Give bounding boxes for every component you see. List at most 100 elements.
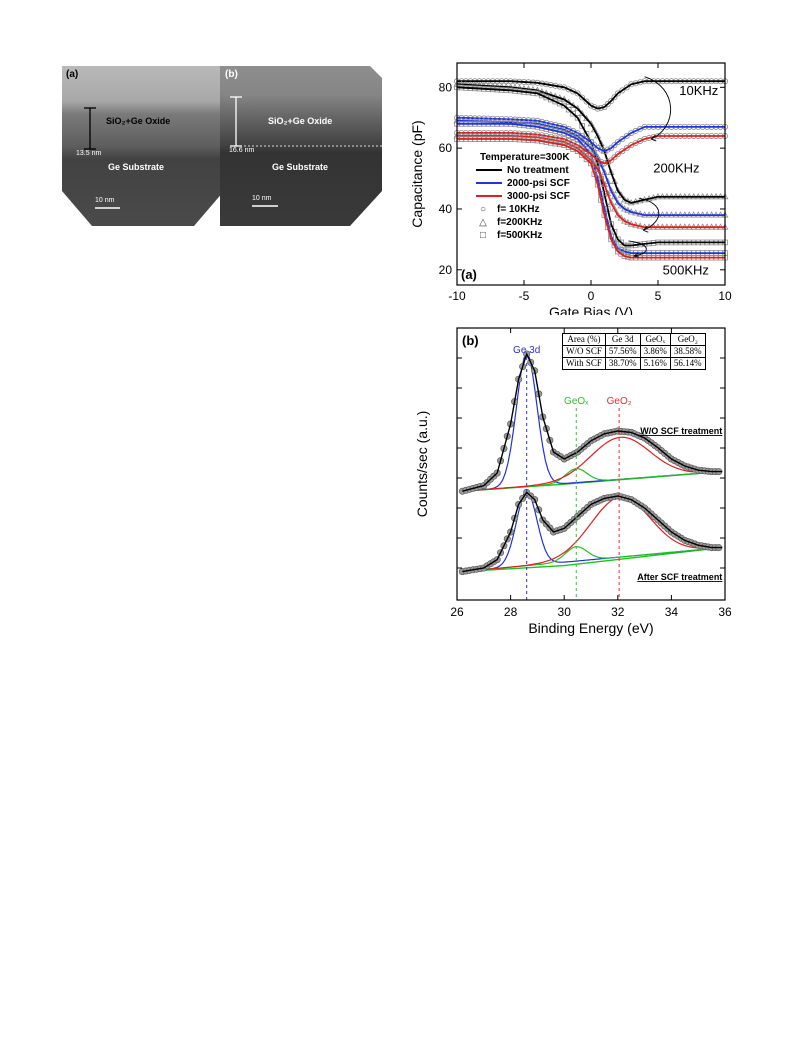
cv-frequency-annotation: 10KHz [679,83,718,98]
cv-data-point [614,139,621,146]
xps-x-tick-label: 32 [611,605,625,619]
tem-micrograph-a [62,66,224,226]
cv-data-point [608,157,615,164]
scale-bar-label-a: 10 nm [95,197,115,204]
cv-x-tick-label: 0 [588,289,595,303]
cv-x-axis-label: Gate Bias (V) [549,304,633,315]
cv-data-point [611,142,618,149]
cv-data-point [574,136,581,142]
xps-spectrum-label: After SCF treatment [637,572,722,582]
cv-frequency-annotation: 500KHz [663,262,709,277]
cv-legend-label: f=500KHz [497,230,542,241]
xps-x-tick-label: 36 [718,605,732,619]
cv-data-point [590,126,598,133]
table-header-cell: Ge 3d [604,333,641,346]
cv-legend-label: f=200KHz [497,217,542,228]
xps-plot-frame [456,327,726,601]
cv-arrow-head [650,134,657,142]
cv-y-tick-label: 80 [439,80,453,94]
cv-panel-label: (a) [461,267,477,282]
xps-envelope-line [462,352,723,492]
cv-data-point [579,123,585,129]
cv-legend-marker: ○ [480,204,486,215]
cv-data-point [619,136,626,143]
cv-data-point [574,114,581,121]
xps-x-axis-label: Binding Energy (eV) [528,620,653,636]
cv-arrow [628,240,647,257]
tem-image-a: (a) SiO₂+Ge Oxide 13.5 nm Ge Substrate 1… [62,66,224,226]
cv-data-point [623,132,630,139]
cv-data-point [587,102,594,109]
cv-data-point [565,106,572,113]
cv-x-tick-label: 10 [718,289,732,303]
xps-ge3d-component [462,352,720,492]
cv-data-point [579,94,586,101]
cv-data-point [623,145,630,152]
cv-data-point [574,148,581,154]
cv-arrow-head [633,252,639,258]
cv-data-point [591,154,598,161]
oxide-thickness-a: 13.5 nm [76,150,102,157]
cv-data-point [608,145,615,152]
tem-image-b: (b) SiO₂+Ge Oxide 16.6 nm Ge Substrate 1… [220,66,382,226]
cv-data-point [611,242,618,249]
cv-data-point [607,199,615,206]
cv-data-point [618,239,624,246]
cv-data-point [608,98,615,105]
tem-panel-label-a: (a) [66,69,79,80]
xps-geo2-component [462,496,720,573]
cv-series-line [457,80,725,110]
table-row: W/O SCF 57.56% 3.86% 38.58% [562,345,706,358]
xps-peak-label: GeOₓ [564,396,589,407]
table-header-row: Area (%) Ge 3d GeOₓ GeO₂ [562,333,706,346]
xps-y-axis-label: Counts/sec (a.u.) [414,411,430,518]
cv-legend-label: 2000-psi SCF [507,178,570,189]
cv-arrow [644,76,672,140]
xps-panel-label: (b) [462,333,479,348]
table-header-cell: GeOₓ [639,333,671,346]
cv-data-point [570,110,576,117]
oxide-thickness-b: 16.6 nm [229,147,255,154]
cv-data-point [598,146,605,153]
xps-geo2-component [462,436,720,492]
cv-series-line [457,138,725,259]
xps-background-line [462,546,723,573]
xps-x-tick-label: 26 [450,605,464,619]
oxide-layer-label-a: SiO₂+Ge Oxide [106,116,171,126]
cv-data-point [614,151,621,158]
table-header-cell: Area (%) [562,333,606,346]
cv-data-point [604,158,611,165]
cv-data-point [618,247,624,253]
cv-data-point [601,148,608,155]
cv-data-point [594,157,601,164]
cv-data-point [604,101,611,108]
xps-spectrum-label: W/O SCF treatment [640,426,722,436]
cv-data-point [561,102,568,109]
xps-x-tick-label: 28 [504,605,518,619]
scale-bar-label-b: 10 nm [252,195,272,202]
cv-y-tick-label: 40 [439,202,453,216]
cv-data-point [610,205,618,212]
cv-chart: -10 -5 0 5 10 20 40 60 80 Gate Bias (V) Capacitanc… [409,62,732,315]
cv-legend-marker: △ [479,217,487,228]
table-cell: 3.86% [639,345,671,358]
tem-panel-label-b: (b) [225,69,238,80]
cv-data-point [579,152,585,159]
cv-data-point [619,87,626,94]
xps-x-tick-label: 30 [558,605,572,619]
cv-data-point [614,90,621,97]
xps-x-tick-label: 34 [665,605,679,619]
cv-data-point [594,145,601,152]
cv-data-point [623,84,630,91]
cv-data-point [611,154,618,161]
cv-data-point [614,199,622,206]
cv-data-point [619,148,626,155]
cv-legend-marker: □ [480,230,486,241]
table-header-cell: GeO₂ [669,333,706,346]
table-row: With SCF 38.70% 5.16% 56.14% [562,357,706,370]
table-cell: 38.58% [669,345,706,358]
substrate-label-a: Ge Substrate [108,162,165,172]
cv-data-point [611,94,618,101]
cv-data-point [614,186,622,194]
